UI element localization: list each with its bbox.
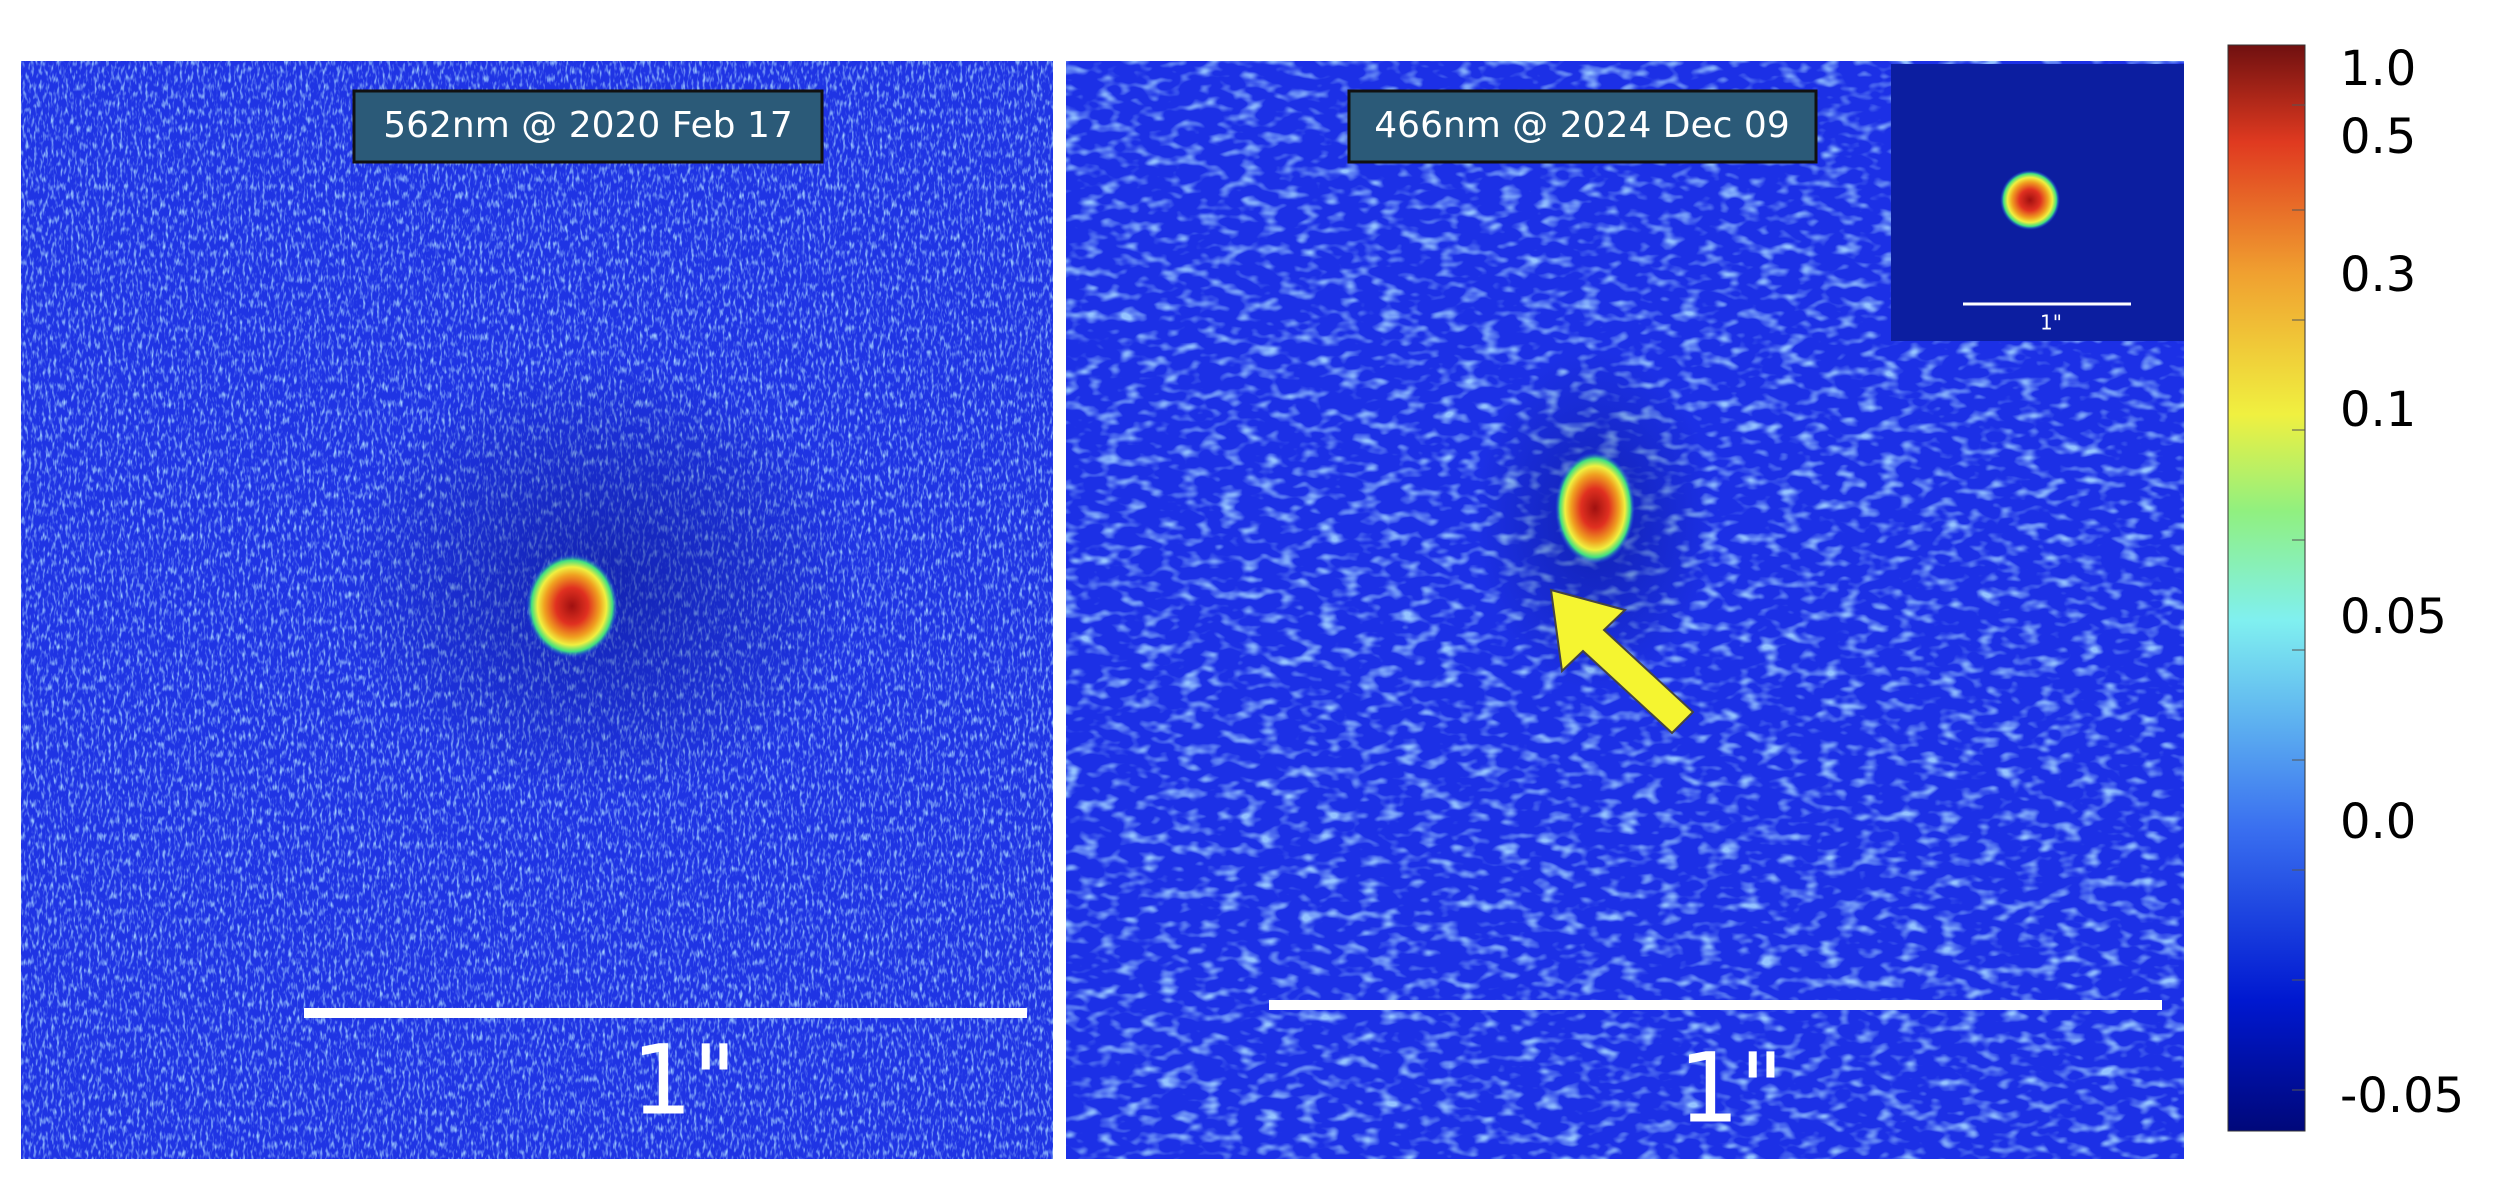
scale-label: 1" — [1678, 1032, 1783, 1144]
panel-label: 562nm @ 2020 Feb 17 — [383, 105, 793, 146]
label-box — [1347, 89, 1818, 164]
label-box — [352, 89, 824, 164]
colorbar-tick-label: 0.0 — [2340, 794, 2416, 850]
colorbar — [2227, 44, 2306, 1132]
scale-label: 1" — [631, 1024, 736, 1136]
colorbar-tick-label: 1.0 — [2340, 41, 2416, 97]
panel-label: 466nm @ 2024 Dec 09 — [1374, 105, 1789, 146]
arrow — [1549, 588, 1695, 735]
colorbar-tick-label: 0.3 — [2340, 247, 2416, 303]
colorbar-tick-label: 0.5 — [2340, 109, 2416, 165]
colorbar-tick-label: -0.05 — [2340, 1068, 2464, 1124]
colorbar-tick-label: 0.05 — [2340, 589, 2447, 645]
inset-scale-label: 1" — [2040, 311, 2062, 335]
colorbar-ticks: 1.0 0.5 0.3 0.1 0.05 0.0 -0.05 — [2292, 41, 2464, 1124]
colorbar-tick-label: 0.1 — [2340, 382, 2416, 438]
left-image — [21, 61, 1053, 1159]
